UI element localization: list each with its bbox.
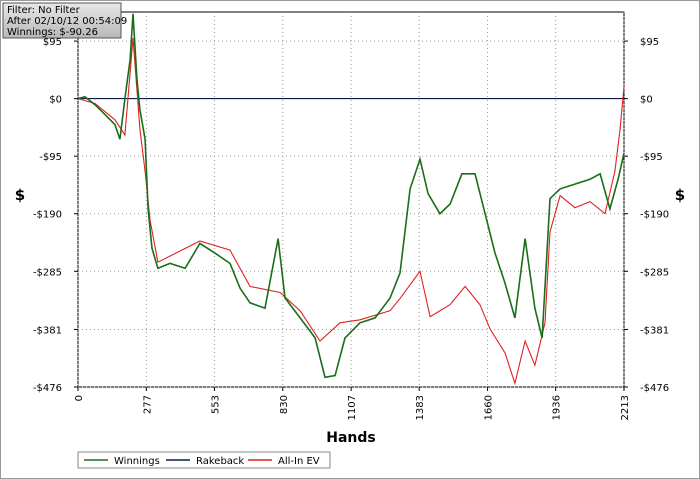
y-tick-label-right: -$285	[640, 267, 669, 278]
y-tick-label: -$190	[33, 210, 62, 221]
info-box	[2, 2, 122, 39]
legend-label: All-In EV	[278, 456, 320, 467]
y-axis-label: $	[15, 186, 25, 204]
x-axis-label: Hands	[326, 430, 376, 446]
x-tick-label: 1107	[347, 395, 358, 420]
y-tick-label: -$476	[33, 383, 62, 394]
x-tick-label: 2213	[620, 395, 631, 420]
y-axis-label-right: $	[675, 186, 685, 204]
x-tick-label: 1936	[552, 395, 563, 420]
y-tick-label: $95	[43, 37, 62, 48]
x-tick-label: 0	[74, 395, 85, 401]
x-tick-label: 830	[279, 395, 290, 414]
y-tick-label-right: $0	[640, 95, 653, 106]
y-tick-label-right: -$190	[640, 210, 669, 221]
y-tick-label: -$381	[33, 325, 62, 336]
series-line	[77, 38, 625, 386]
legend	[77, 451, 331, 469]
info-text: Filter: No Filter	[7, 5, 81, 16]
info-text: Winnings: $-90.26	[7, 27, 98, 38]
y-tick-label-right: -$95	[640, 152, 663, 163]
info-text: After 02/10/12 00:54:09	[7, 16, 127, 27]
y-tick-label-right: $95	[640, 37, 659, 48]
y-tick-label: -$285	[33, 267, 62, 278]
y-tick-label-right: -$381	[640, 325, 669, 336]
legend-label: Rakeback	[196, 456, 244, 467]
legend-label: Winnings	[114, 456, 160, 467]
x-tick-label: 1383	[415, 395, 426, 420]
x-tick-label: 1660	[484, 395, 495, 420]
x-tick-label: 277	[142, 395, 153, 414]
x-tick-label: 553	[210, 395, 221, 414]
series-line	[77, 13, 625, 379]
y-tick-label-right: -$476	[640, 383, 669, 394]
y-tick-label: $0	[49, 95, 62, 106]
y-tick-label: -$95	[39, 152, 62, 163]
